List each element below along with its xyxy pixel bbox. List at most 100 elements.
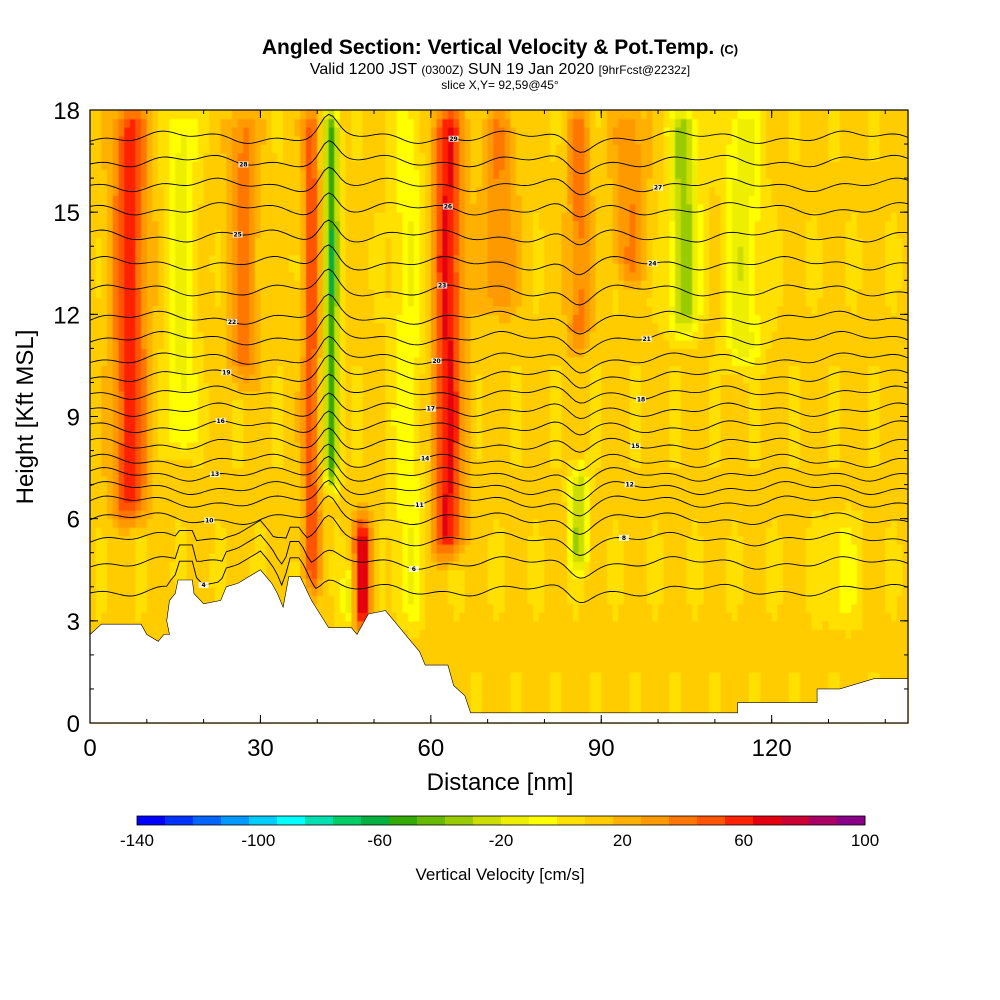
- field-cell: [436, 535, 443, 545]
- field-cell: [805, 510, 813, 520]
- field-cell: [658, 527, 665, 537]
- field-cell: [788, 671, 795, 682]
- field-cell: [533, 646, 540, 656]
- field-cell: [788, 459, 795, 469]
- field-cell: [402, 595, 409, 605]
- field-cell: [714, 569, 722, 579]
- field-cell: [794, 510, 801, 520]
- field-cell: [851, 467, 858, 477]
- field-cell: [641, 680, 648, 690]
- field-cell: [317, 595, 324, 605]
- field-cell: [612, 484, 619, 494]
- field-cell: [726, 637, 733, 647]
- field-cell: [459, 433, 466, 443]
- field-cell: [561, 595, 568, 605]
- field-cell: [629, 518, 636, 528]
- field-cell: [692, 637, 699, 647]
- field-cell: [737, 654, 744, 664]
- field-cell: [737, 476, 744, 486]
- field-cell: [334, 467, 341, 477]
- field-cell: [595, 510, 602, 520]
- field-cell: [612, 569, 619, 579]
- field-cell: [652, 620, 659, 630]
- field-cell: [425, 510, 432, 520]
- field-cell: [436, 654, 443, 664]
- field-cell: [368, 450, 375, 460]
- field-cell: [584, 705, 591, 716]
- field-cell: [351, 510, 358, 520]
- field-cell: [516, 442, 523, 452]
- field-cell: [425, 544, 432, 554]
- field-cell: [555, 467, 563, 477]
- field-cell: [328, 527, 335, 537]
- field-cell: [737, 459, 744, 469]
- field-cell: [839, 629, 847, 639]
- field-cell: [203, 544, 210, 554]
- field-cell: [817, 620, 824, 630]
- field-cell: [834, 527, 841, 537]
- field-cell: [618, 705, 625, 716]
- chart-title-text: Angled Section: Vertical Velocity & Pot.…: [261, 36, 715, 59]
- field-cell: [305, 586, 313, 596]
- field-cell: [260, 535, 267, 545]
- field-cell: [839, 510, 847, 520]
- field-cell: [828, 637, 835, 647]
- field-cell: [90, 612, 97, 622]
- field-cell: [226, 425, 233, 435]
- field-cell: [408, 629, 415, 639]
- field-cell: [419, 578, 426, 588]
- field-cell: [413, 467, 421, 477]
- field-cell: [516, 459, 523, 469]
- field-cell: [521, 544, 528, 554]
- field-cell: [680, 433, 688, 443]
- field-cell: [879, 552, 886, 562]
- field-cell: [379, 527, 386, 537]
- field-cell: [197, 527, 205, 537]
- field-cell: [578, 629, 585, 639]
- field-cell: [675, 535, 682, 545]
- field-cell: [555, 620, 563, 630]
- field-cell: [578, 646, 585, 656]
- field-cell: [709, 586, 716, 596]
- field-cell: [641, 688, 648, 699]
- field-cell: [516, 637, 523, 647]
- field-cell: [430, 629, 438, 639]
- field-cell: [703, 586, 710, 596]
- field-cell: [379, 552, 386, 562]
- field-cell: [567, 680, 574, 690]
- field-cell: [595, 433, 602, 443]
- field-cell: [214, 510, 222, 520]
- field-cell: [834, 535, 841, 545]
- field-cell: [873, 450, 881, 460]
- field-cell: [731, 680, 739, 690]
- field-cell: [277, 459, 284, 469]
- field-cell: [493, 501, 500, 511]
- field-cell: [709, 433, 716, 443]
- field-cell: [641, 620, 648, 630]
- field-cell: [345, 603, 352, 613]
- field-cell: [606, 527, 614, 537]
- field-cell: [771, 501, 778, 511]
- field-cell: [328, 620, 335, 630]
- field-cell: [811, 450, 818, 460]
- field-cell: [805, 467, 813, 477]
- field-cell: [487, 450, 494, 460]
- field-cell: [158, 476, 165, 486]
- field-cell: [391, 578, 398, 588]
- field-cell: [544, 510, 551, 520]
- field-cell: [237, 552, 244, 562]
- field-cell: [317, 484, 324, 494]
- field-cell: [493, 535, 500, 545]
- field-cell: [731, 527, 739, 537]
- field-cell: [788, 680, 795, 690]
- field-cell: [362, 595, 369, 605]
- field-cell: [459, 484, 466, 494]
- field-cell: [783, 663, 790, 673]
- field-cell: [606, 450, 614, 460]
- field-cell: [856, 586, 864, 596]
- field-cell: [175, 518, 182, 528]
- field-cell: [107, 459, 114, 469]
- field-cell: [731, 688, 739, 699]
- field-cell: [800, 450, 807, 460]
- field-cell: [572, 629, 580, 639]
